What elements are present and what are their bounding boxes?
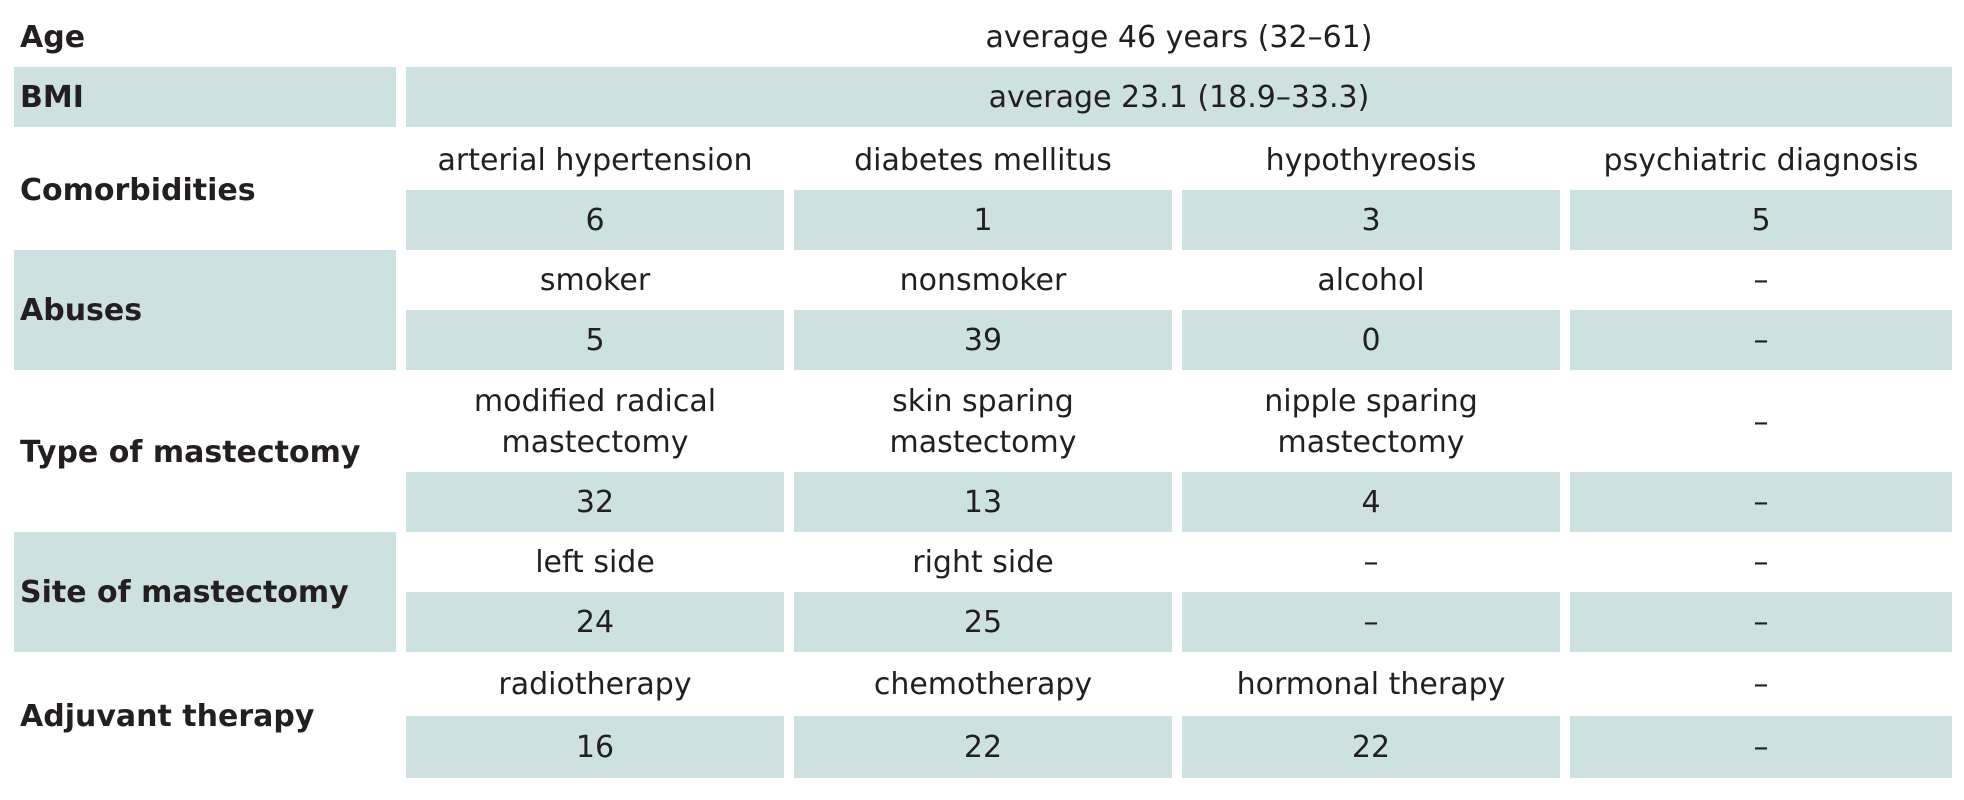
row-label-comorbidities: Comorbidities bbox=[20, 172, 256, 208]
comorbidities-value-2: 1 bbox=[794, 190, 1172, 250]
adjuvant-therapy-value-1: 16 bbox=[406, 716, 784, 778]
bmi-value: average 23.1 (18.9–33.3) bbox=[406, 67, 1952, 127]
row-label-bmi: BMI bbox=[14, 67, 396, 127]
adjuvant-therapy-value-2: 22 bbox=[794, 716, 1172, 778]
mastectomy-type-value-4: – bbox=[1570, 472, 1952, 532]
comorbidities-value-4: 5 bbox=[1570, 190, 1952, 250]
mastectomy-site-value-3: – bbox=[1182, 592, 1560, 652]
mastectomy-type-header-3: nipple sparing mastectomy bbox=[1264, 384, 1478, 460]
abuses-header-1: smoker bbox=[539, 262, 651, 298]
mastectomy-site-header-4: – bbox=[1753, 544, 1769, 580]
adjuvant-therapy-value-4: – bbox=[1570, 716, 1952, 778]
abuses-header-4: – bbox=[1753, 262, 1769, 298]
comorbidities-header-1: arterial hypertension bbox=[437, 142, 753, 178]
row-label-age: Age bbox=[20, 19, 86, 55]
adjuvant-therapy-header-2: chemotherapy bbox=[873, 666, 1093, 702]
mastectomy-site-header-1: left side bbox=[535, 544, 655, 580]
adjuvant-therapy-header-4: – bbox=[1753, 666, 1769, 702]
abuses-value-4: – bbox=[1570, 310, 1952, 370]
mastectomy-type-value-1: 32 bbox=[406, 472, 784, 532]
abuses-value-1: 5 bbox=[406, 310, 784, 370]
abuses-value-2: 39 bbox=[794, 310, 1172, 370]
mastectomy-type-header-1: modified radical mastectomy bbox=[473, 384, 717, 460]
comorbidities-header-3: hypothyreosis bbox=[1265, 142, 1477, 178]
row-label-type-of-mastectomy: Type of mastectomy bbox=[20, 434, 361, 470]
mastectomy-site-value-1: 24 bbox=[406, 592, 784, 652]
mastectomy-site-header-3: – bbox=[1363, 544, 1379, 580]
row-label-site-of-mastectomy: Site of mastectomy bbox=[14, 532, 396, 652]
adjuvant-therapy-value-3: 22 bbox=[1182, 716, 1560, 778]
abuses-value-3: 0 bbox=[1182, 310, 1560, 370]
row-label-abuses: Abuses bbox=[14, 250, 396, 370]
mastectomy-type-value-3: 4 bbox=[1182, 472, 1560, 532]
mastectomy-type-header-4: – bbox=[1753, 404, 1769, 440]
mastectomy-site-header-2: right side bbox=[912, 544, 1054, 580]
comorbidities-header-2: diabetes mellitus bbox=[854, 142, 1112, 178]
abuses-header-2: nonsmoker bbox=[899, 262, 1067, 298]
adjuvant-therapy-header-3: hormonal therapy bbox=[1236, 666, 1506, 702]
row-label-adjuvant-therapy: Adjuvant therapy bbox=[20, 698, 315, 734]
abuses-header-3: alcohol bbox=[1317, 262, 1425, 298]
mastectomy-site-value-2: 25 bbox=[794, 592, 1172, 652]
adjuvant-therapy-header-1: radiotherapy bbox=[498, 666, 692, 702]
comorbidities-value-1: 6 bbox=[406, 190, 784, 250]
comorbidities-value-3: 3 bbox=[1182, 190, 1560, 250]
comorbidities-header-4: psychiatric diagnosis bbox=[1603, 142, 1919, 178]
mastectomy-type-header-2: skin sparing mastectomy bbox=[889, 384, 1077, 460]
age-value: average 46 years (32–61) bbox=[985, 19, 1373, 55]
mastectomy-site-value-4: – bbox=[1570, 592, 1952, 652]
mastectomy-type-value-2: 13 bbox=[794, 472, 1172, 532]
